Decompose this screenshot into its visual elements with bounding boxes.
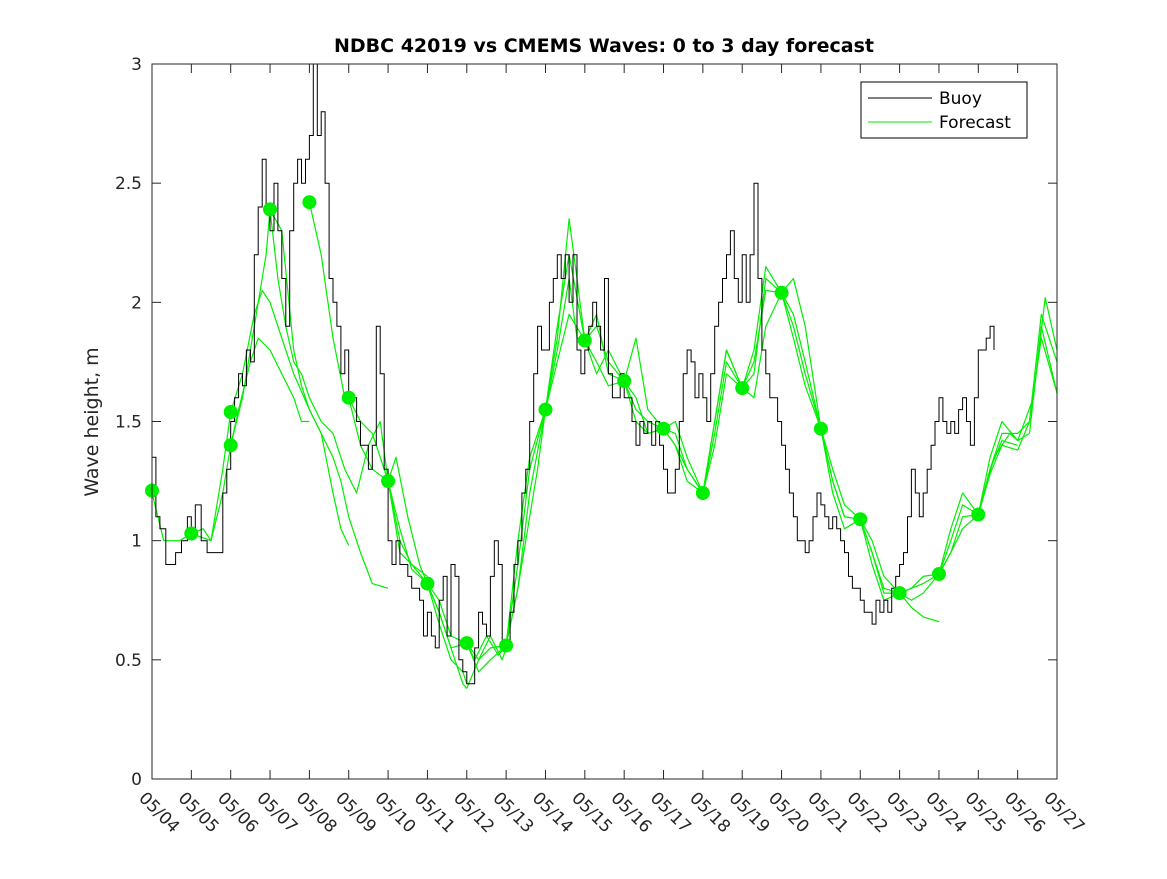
forecast-marker-19 [853,512,868,527]
x-tick-label: 05/17 [646,788,695,837]
buoy-line [152,63,995,685]
forecast-marker-9 [459,636,474,651]
axes: 00.511.522.5305/0405/0505/0605/0705/0805… [115,55,1088,837]
forecast-marker-21 [932,567,946,581]
x-tick-label: 05/05 [174,788,223,837]
x-tick-label: 05/27 [1039,788,1088,837]
forecast-marker-18 [813,421,828,436]
forecast-marker-17 [774,285,789,300]
plot-frame [151,63,1058,780]
forecast-marker-12 [577,333,592,348]
x-tick-label: 05/22 [843,788,892,837]
chart-title: NDBC 42019 vs CMEMS Waves: 0 to 3 day fo… [334,35,874,57]
x-tick-label: 05/23 [882,788,931,837]
legend: Buoy Forecast [860,81,1028,139]
forecast-line-21 [977,337,1058,515]
forecast-marker-1 [184,526,199,541]
x-tick-label: 05/21 [803,788,852,837]
x-tick-label: 05/09 [331,788,380,837]
x-tick-label: 05/16 [607,788,656,837]
forecast-line-16 [781,292,940,623]
forecast-line-22 [977,297,1058,515]
forecast-marker-2 [223,438,238,453]
x-tick-label: 05/20 [764,788,813,837]
forecast-line-20 [938,313,1058,575]
x-tick-label: 05/24 [921,788,970,837]
y-tick-label: 3 [131,55,142,75]
legend-label-forecast: Forecast [939,113,1011,133]
x-tick-label: 05/13 [489,788,538,837]
forecast-line-8 [466,218,625,673]
y-tick-label: 1.5 [115,413,142,433]
plot-area [145,63,1058,689]
legend-box [860,81,1028,139]
forecast-line-1 [191,289,350,546]
forecast-marker-16 [735,381,750,396]
forecast-marker-8 [420,576,435,591]
y-tick-label: 0.5 [115,651,142,671]
y-tick-label: 2.5 [115,174,142,194]
x-tick-label: 05/15 [567,788,616,837]
x-tick-label: 05/08 [292,788,341,837]
forecast-marker-20 [892,586,907,601]
forecast-marker-10 [499,638,514,653]
forecast-marker-4 [263,202,277,217]
forecast-marker-13 [617,374,632,388]
x-tick-label: 05/06 [213,788,262,837]
y-tick-label: 2 [131,293,142,313]
y-tick-label: 0 [131,770,142,790]
forecast-marker-15 [695,486,710,500]
x-tick-label: 05/04 [134,788,183,837]
x-tick-label: 05/19 [725,788,774,837]
x-tick-label: 05/14 [528,788,577,837]
x-tick-label: 05/12 [449,788,498,837]
x-tick-label: 05/07 [253,788,302,837]
forecast-marker-11 [538,402,553,417]
x-tick-label: 05/10 [371,788,420,837]
forecast-marker-14 [656,421,671,436]
forecast-marker-3 [223,405,238,419]
forecast-line-2 [230,208,389,589]
y-tick-label: 1 [131,532,142,552]
forecast-marker-7 [381,474,396,489]
x-tick-label: 05/11 [410,788,459,837]
y-axis-label: Wave height, m [81,347,103,496]
x-tick-label: 05/25 [961,788,1010,837]
forecast-marker-5 [302,195,317,210]
x-tick-label: 05/18 [685,788,734,837]
legend-label-buoy: Buoy [939,89,982,109]
forecast-line-3 [269,209,428,577]
x-tick-label: 05/26 [1000,788,1049,837]
forecast-marker-22 [971,507,986,522]
forecast-marker-6 [341,390,356,405]
